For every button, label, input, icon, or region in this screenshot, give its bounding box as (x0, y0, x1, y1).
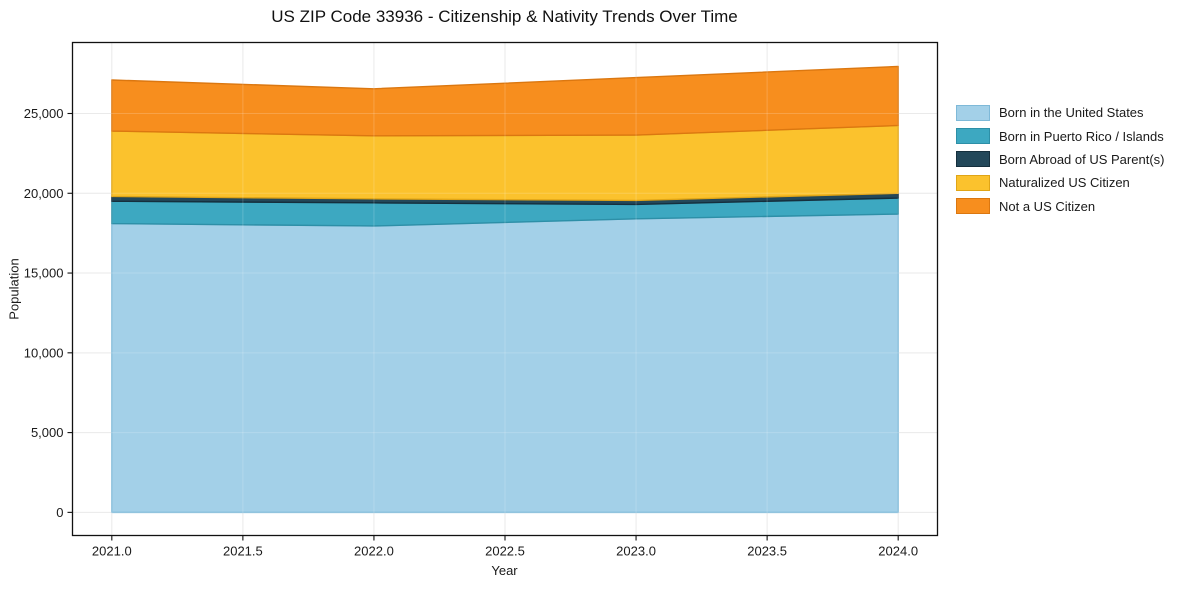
legend-item-3: Born Abroad of US Parent(s) (956, 148, 1164, 171)
legend-swatch (956, 198, 990, 215)
legend-label: Born in Puerto Rico / Islands (999, 128, 1164, 144)
legend: Born in the United States Born in Puerto … (956, 101, 1164, 218)
legend-label: Born Abroad of US Parent(s) (999, 151, 1165, 167)
y-tick-label: 20,000 (24, 186, 64, 201)
legend-label: Born in the United States (999, 105, 1144, 121)
x-axis-label: Year (491, 563, 518, 578)
legend-label: Naturalized US Citizen (999, 175, 1130, 191)
legend-swatch (956, 104, 990, 121)
legend-swatch (956, 128, 990, 145)
x-tick-label: 2023.0 (616, 544, 656, 559)
legend-swatch (956, 174, 990, 191)
legend-item-2: Born in Puerto Rico / Islands (956, 124, 1164, 147)
area-series-5 (111, 65, 899, 137)
legend-item-1: Born in the United States (956, 101, 1164, 124)
legend-label: Not a US Citizen (999, 198, 1096, 214)
y-tick-label: 25,000 (24, 106, 64, 121)
legend-item-5: Not a US Citizen (956, 195, 1164, 218)
x-tick-label: 2022.5 (485, 544, 525, 559)
x-tick-label: 2024.0 (878, 544, 918, 559)
y-tick-label: 15,000 (24, 266, 64, 281)
x-tick-label: 2023.5 (747, 544, 787, 559)
x-tick-label: 2022.0 (354, 544, 394, 559)
y-tick-label: 10,000 (24, 345, 64, 360)
legend-item-4: Naturalized US Citizen (956, 171, 1164, 194)
x-tick-label: 2021.5 (223, 544, 263, 559)
y-tick-label: 5,000 (31, 425, 64, 440)
legend-swatch (956, 151, 990, 168)
y-axis-label: Population (6, 258, 22, 320)
x-tick-label: 2021.0 (92, 544, 132, 559)
chart-title: US ZIP Code 33936 - Citizenship & Nativi… (271, 7, 738, 26)
y-tick-label: 0 (56, 505, 63, 520)
